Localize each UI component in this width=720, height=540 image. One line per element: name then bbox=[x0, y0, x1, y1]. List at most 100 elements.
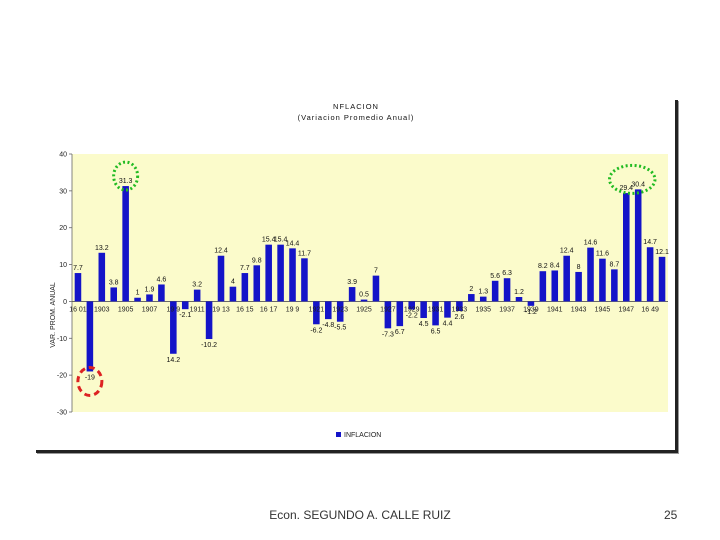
bar bbox=[86, 301, 94, 372]
bar bbox=[348, 287, 356, 302]
x-tick-label: 1931 bbox=[428, 306, 444, 313]
y-tick-label: -20 bbox=[57, 373, 67, 380]
legend-label: INFLACION bbox=[344, 432, 381, 439]
data-label: 2.6 bbox=[455, 314, 465, 321]
bar bbox=[193, 289, 201, 302]
footer-author: Econ. SEGUNDO A. CALLE RUIZ bbox=[269, 508, 451, 522]
x-tick-label: 1941 bbox=[547, 306, 563, 313]
y-tick-label: 10 bbox=[59, 262, 67, 269]
data-label: 4.6 bbox=[157, 276, 167, 283]
data-label: 8.4 bbox=[550, 262, 560, 269]
data-label: 12.1 bbox=[655, 249, 669, 256]
data-label: -19 bbox=[85, 374, 95, 381]
data-label: 6.3 bbox=[502, 270, 512, 277]
bar bbox=[563, 255, 570, 302]
bar bbox=[634, 189, 642, 302]
data-label: 11.7 bbox=[298, 250, 311, 257]
data-label: 3.9 bbox=[347, 279, 357, 286]
bar bbox=[313, 301, 320, 325]
bar bbox=[468, 294, 475, 302]
y-axis-label: VAR. PROM. ANUAL bbox=[50, 282, 57, 348]
x-tick-label: 16 01 bbox=[69, 306, 87, 313]
data-label: 14.2 bbox=[167, 357, 181, 364]
data-label: 13.2 bbox=[95, 245, 109, 252]
data-label: 5.6 bbox=[490, 273, 500, 280]
data-label: 0.5 bbox=[359, 292, 369, 299]
highlight-ellipse bbox=[76, 365, 104, 397]
x-tick-label: 1907 bbox=[142, 306, 158, 313]
data-label: 8 bbox=[577, 264, 581, 271]
data-label: 2 bbox=[469, 286, 473, 293]
bar bbox=[301, 258, 308, 302]
bar bbox=[384, 301, 392, 329]
inflation-chart: NFLACION (Variacion Promedio Anual) VAR.… bbox=[50, 102, 669, 439]
x-tick-label: 1929 bbox=[404, 306, 420, 313]
x-tick-label: 16 49 bbox=[641, 306, 659, 313]
bar bbox=[587, 247, 594, 302]
data-label: 4.5 bbox=[419, 321, 429, 328]
bar bbox=[479, 296, 487, 302]
bar bbox=[539, 271, 547, 302]
bar bbox=[170, 301, 177, 354]
x-tick-label: 16 17 bbox=[260, 306, 278, 313]
bar bbox=[623, 193, 630, 302]
y-tick-label: 20 bbox=[59, 225, 67, 232]
data-label: -7.3 bbox=[382, 331, 394, 338]
bar bbox=[134, 297, 141, 302]
bar bbox=[122, 186, 129, 302]
bar bbox=[325, 301, 332, 320]
bar bbox=[551, 270, 559, 302]
chart-title: NFLACION bbox=[333, 102, 379, 111]
data-label: -2.1 bbox=[179, 312, 191, 319]
bar bbox=[146, 294, 153, 302]
x-tick-label: 1939 bbox=[523, 306, 539, 313]
bar bbox=[289, 248, 296, 302]
bar bbox=[74, 273, 82, 302]
bar bbox=[503, 278, 511, 302]
x-tick-label: 1923 bbox=[332, 306, 348, 313]
data-label: -2.2 bbox=[406, 313, 418, 320]
data-label: 14.7 bbox=[643, 239, 657, 246]
x-tick-label: 19 9 bbox=[286, 306, 300, 313]
chart-subtitle: (Variacion Promedio Anual) bbox=[298, 113, 415, 122]
data-label: 30.4 bbox=[631, 181, 645, 188]
bar bbox=[432, 301, 439, 326]
y-tick-label: 0 bbox=[63, 299, 67, 306]
data-label: 6.5 bbox=[431, 328, 441, 335]
bar bbox=[360, 299, 368, 302]
bar bbox=[646, 247, 654, 302]
y-tick-label: 40 bbox=[59, 152, 67, 159]
y-tick-label: -30 bbox=[57, 410, 67, 417]
data-label: 15.4 bbox=[274, 237, 288, 244]
data-label: 8.2 bbox=[538, 263, 548, 270]
x-tick-label: 1925 bbox=[356, 306, 372, 313]
bar bbox=[658, 256, 666, 302]
bar bbox=[611, 269, 618, 302]
legend-swatch bbox=[336, 432, 341, 437]
bar bbox=[420, 301, 427, 319]
y-tick-label: -10 bbox=[57, 336, 67, 343]
data-label: -5.5 bbox=[334, 325, 346, 332]
bar bbox=[158, 284, 165, 302]
data-label: 1.2 bbox=[514, 289, 524, 296]
x-tick-label: 19 13 bbox=[212, 306, 230, 313]
x-tick-label: 1943 bbox=[571, 306, 587, 313]
bar bbox=[599, 258, 606, 302]
data-label: 1.3 bbox=[478, 289, 488, 296]
x-tick-label: 1903 bbox=[94, 306, 110, 313]
data-label: 7.7 bbox=[240, 265, 250, 272]
data-label: 4 bbox=[231, 279, 235, 286]
bar bbox=[98, 252, 106, 302]
bar bbox=[217, 255, 225, 302]
data-label: 1 bbox=[136, 290, 140, 297]
highlight-ellipse bbox=[608, 163, 657, 195]
x-tick-label: 1921 bbox=[309, 306, 325, 313]
bar bbox=[205, 301, 213, 340]
data-label: 29.4 bbox=[619, 185, 633, 192]
bar bbox=[336, 301, 344, 322]
bar bbox=[372, 275, 380, 302]
data-label: -10.2 bbox=[201, 342, 217, 349]
y-tick-label: 30 bbox=[59, 188, 67, 195]
x-tick-label: 19 9 bbox=[167, 306, 181, 313]
data-label: 14.4 bbox=[286, 240, 300, 247]
